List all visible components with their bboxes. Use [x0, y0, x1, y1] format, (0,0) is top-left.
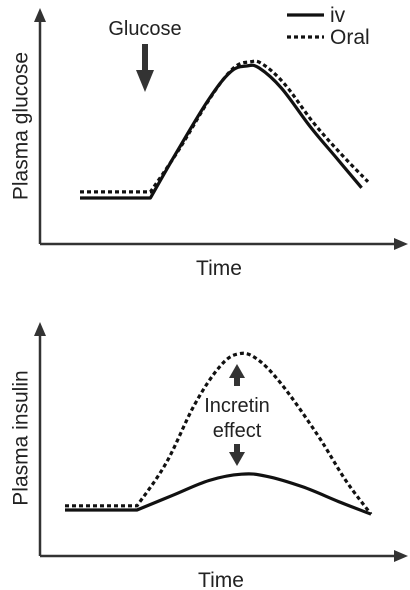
- glucose-plot-area: [80, 59, 370, 200]
- insulin-y-axis-arrowhead: [34, 322, 46, 336]
- glucose-x-axis-arrowhead: [394, 238, 408, 250]
- incretin-label-line-2: effect: [213, 420, 262, 442]
- legend-label-oral: Oral: [330, 26, 370, 49]
- insulin-series-oral: [65, 351, 373, 516]
- glucose-y-axis-arrowhead: [34, 8, 46, 22]
- glucose-x-axis-label: Time: [196, 257, 242, 280]
- glucose-annotation-label: Glucose: [108, 18, 181, 40]
- incretin-down-arrow-icon: [229, 444, 245, 466]
- legend-label-iv: iv: [330, 4, 346, 27]
- insulin-x-axis-arrowhead: [394, 550, 408, 562]
- glucose-series-oral: [80, 59, 370, 194]
- glucose-down-arrow-icon: [136, 44, 154, 92]
- glucose-panel: Plasma glucose Time Glucose iv Oral: [10, 4, 408, 280]
- incretin-up-arrow-icon: [229, 364, 245, 386]
- insulin-x-axis-label: Time: [198, 569, 244, 590]
- glucose-y-axis-label: Plasma glucose: [10, 52, 33, 200]
- insulin-panel: Plasma insulin Time Incretin effect: [10, 322, 408, 590]
- insulin-y-axis-label: Plasma insulin: [10, 370, 33, 505]
- insulin-series-iv: [65, 472, 372, 516]
- legend: iv Oral: [287, 4, 370, 49]
- insulin-plot-area: [65, 351, 373, 516]
- incretin-label-line-1: Incretin: [204, 395, 270, 417]
